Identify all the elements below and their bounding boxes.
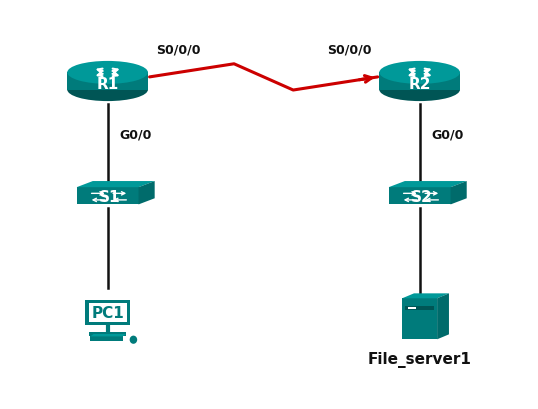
Bar: [388, 188, 451, 205]
Bar: [88, 303, 127, 322]
Text: S0/0/0: S0/0/0: [327, 43, 371, 56]
Text: R2: R2: [408, 76, 431, 91]
Ellipse shape: [130, 336, 137, 344]
Text: S1: S1: [98, 189, 120, 204]
Polygon shape: [139, 182, 155, 205]
Polygon shape: [437, 294, 449, 339]
Ellipse shape: [379, 79, 460, 102]
Polygon shape: [402, 294, 449, 299]
Text: R1: R1: [96, 76, 119, 91]
Bar: [402, 299, 437, 339]
Bar: [379, 73, 460, 90]
Text: S2: S2: [410, 189, 432, 204]
Polygon shape: [450, 182, 467, 205]
Polygon shape: [388, 182, 467, 188]
Text: File_server1: File_server1: [367, 351, 472, 367]
Text: S0/0/0: S0/0/0: [156, 43, 201, 56]
Bar: [85, 301, 130, 325]
Ellipse shape: [67, 62, 148, 85]
Bar: [77, 188, 139, 205]
Bar: [408, 307, 416, 309]
Text: G0/0: G0/0: [431, 128, 464, 142]
Bar: [89, 332, 126, 336]
Polygon shape: [77, 182, 155, 188]
Polygon shape: [90, 334, 126, 337]
Bar: [90, 337, 123, 342]
Ellipse shape: [67, 79, 148, 102]
Bar: [406, 306, 434, 310]
Bar: [67, 73, 148, 90]
Text: G0/0: G0/0: [119, 128, 152, 142]
Ellipse shape: [379, 62, 460, 85]
Text: PC1: PC1: [91, 306, 124, 320]
